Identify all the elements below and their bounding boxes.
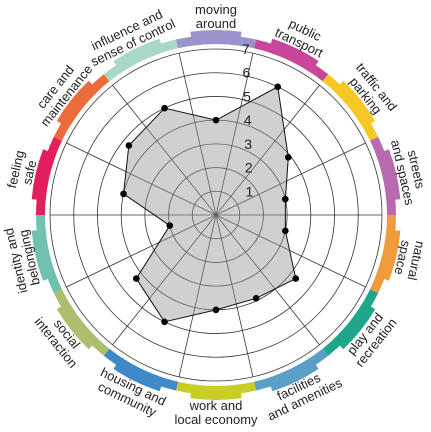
ring-segment-block [31, 149, 57, 201]
tick-label: 7 [242, 41, 250, 57]
data-point [212, 306, 220, 314]
ring-segment-block [56, 302, 99, 350]
grid-spoke [215, 214, 366, 288]
ring-segment-block [113, 38, 164, 73]
data-point [166, 222, 174, 229]
tick-label: 6 [243, 65, 251, 81]
grid-spoke [112, 84, 217, 216]
ring-segment-block [333, 302, 376, 350]
data-points [120, 83, 300, 326]
tick-label: 3 [244, 136, 252, 152]
data-point [285, 154, 292, 161]
tick-label: 4 [244, 112, 252, 128]
category-color-ring [31, 29, 401, 400]
grid-spoke [178, 214, 217, 377]
tick-label: 5 [243, 88, 251, 104]
grid-spoke [215, 214, 254, 377]
ring-segment-block [268, 38, 319, 73]
data-point [161, 104, 168, 112]
data-point [252, 295, 260, 302]
grid-spoke [215, 142, 366, 216]
ring-segment-block [333, 80, 376, 128]
grid-spoke [66, 214, 217, 288]
data-point [212, 116, 220, 124]
ring-segment-block [31, 229, 57, 281]
ring-segment-block [375, 149, 401, 201]
scale-ticks: 1 2 3 4 5 6 7 [242, 41, 254, 199]
tick-label: 1 [246, 183, 254, 199]
ring-segment-block [113, 357, 164, 392]
ring-segment-block [375, 229, 401, 281]
grid-spoke [215, 53, 254, 216]
category-label-line: around [196, 16, 236, 31]
ring-segment-block [56, 80, 99, 128]
grid-spoke [215, 84, 320, 216]
data-point [120, 190, 127, 198]
data-point [161, 318, 168, 326]
grid-spoke [66, 142, 217, 216]
category-label-line: safe [19, 159, 39, 186]
data-point [292, 275, 300, 282]
chart-grid [49, 48, 383, 382]
tick-label: 2 [245, 160, 253, 176]
grid-spoke [178, 53, 217, 216]
grid-spoke [215, 214, 320, 346]
category-label-line: work and [189, 398, 243, 413]
data-point [132, 275, 140, 282]
data-point [282, 195, 289, 203]
ring-segment-block [190, 384, 242, 400]
category-label-line: moving [195, 2, 237, 17]
grid-spoke [112, 214, 217, 346]
ring-segment-block [190, 29, 242, 46]
data-polygon [122, 86, 297, 323]
data-point [274, 83, 282, 91]
data-point [125, 142, 133, 149]
ring-segment-block [268, 357, 319, 392]
category-label-line: local economy [174, 412, 258, 427]
data-area [122, 86, 297, 323]
data-point [282, 227, 289, 235]
